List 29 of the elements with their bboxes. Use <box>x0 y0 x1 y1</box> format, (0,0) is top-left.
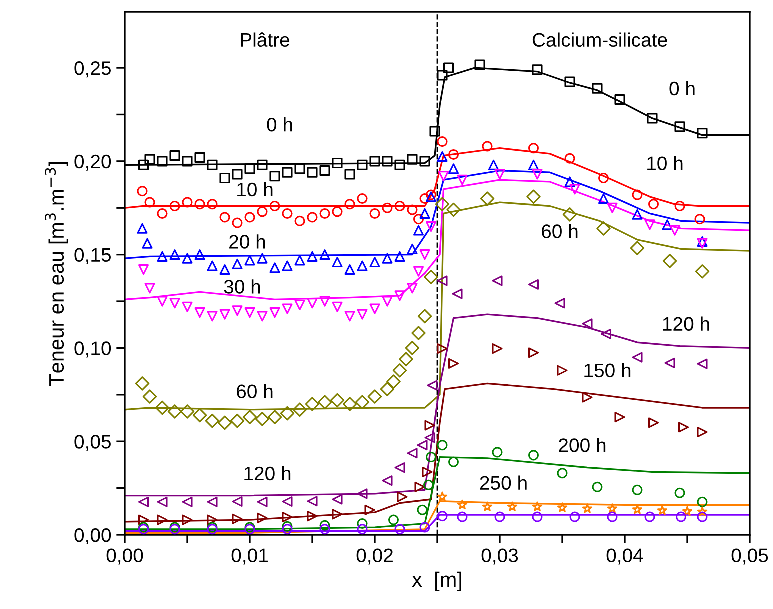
x-tick-label: 0,00 <box>106 548 144 565</box>
annotation: 10 h <box>648 156 683 170</box>
annotation: Calcium-silicate <box>532 32 668 48</box>
x-tick-label: 0,05 <box>732 548 768 565</box>
annotation: 60 h <box>237 384 273 398</box>
annotation: 30 h <box>224 280 260 294</box>
annotation: 200 h <box>559 438 606 452</box>
annotation: 0 h <box>267 117 292 132</box>
annotation: 20 h <box>230 234 266 249</box>
y-tick-label: 0,00 <box>74 528 112 545</box>
x-tick-label: 0,04 <box>606 548 644 565</box>
annotation: 0 h <box>670 81 695 96</box>
y-tick-label: 0,15 <box>74 248 111 264</box>
annotation: 10 h <box>238 182 273 197</box>
y-tick-label: 0,05 <box>74 435 111 452</box>
x-tick-label: 0,01 <box>232 548 268 565</box>
x-tick-label: 0,03 <box>482 548 518 565</box>
y-axis-title: Teneur en eau [m$^{3}$.m$^{−3}$] <box>45 162 68 386</box>
annotation: Plâtre <box>241 32 290 48</box>
x-tick-label: 0,02 <box>356 548 393 565</box>
annotation: 60 h <box>542 224 578 238</box>
annotation: 120 h <box>663 316 710 332</box>
y-tick-label: 0,20 <box>74 154 112 171</box>
x-axis-title: x [m] <box>412 572 462 592</box>
annotation: 250 h <box>480 476 527 490</box>
y-tick-label: 0,25 <box>74 62 111 78</box>
annotation: 150 h <box>584 363 631 378</box>
annotation: 120 h <box>244 466 291 481</box>
y-tick-label: 0,10 <box>74 342 112 358</box>
